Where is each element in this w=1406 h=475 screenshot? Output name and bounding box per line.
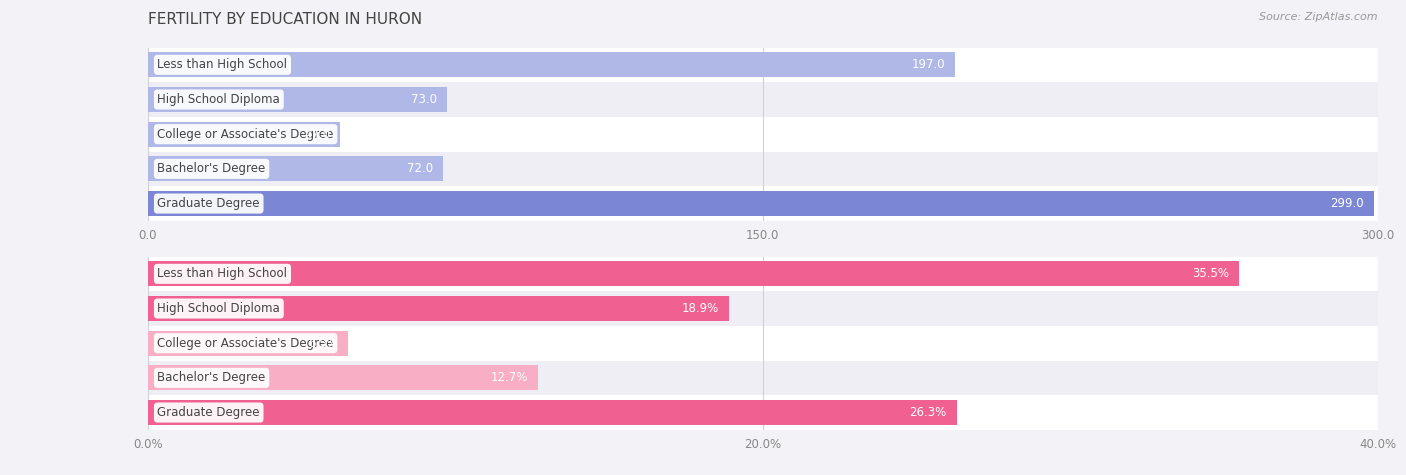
Bar — [148, 291, 1378, 326]
Bar — [148, 256, 1378, 291]
Text: 12.7%: 12.7% — [491, 371, 529, 384]
Bar — [148, 82, 1378, 117]
Bar — [148, 156, 443, 181]
Text: 26.3%: 26.3% — [910, 406, 946, 419]
Text: 72.0: 72.0 — [406, 162, 433, 175]
Text: 47.0: 47.0 — [305, 128, 330, 141]
Text: Bachelor's Degree: Bachelor's Degree — [157, 162, 266, 175]
Bar — [148, 52, 956, 77]
Bar — [148, 261, 1240, 286]
Text: 299.0: 299.0 — [1330, 197, 1364, 210]
Bar — [148, 186, 1378, 221]
Bar — [148, 296, 728, 321]
Bar — [148, 122, 340, 147]
Bar — [148, 191, 1374, 216]
Text: Source: ZipAtlas.com: Source: ZipAtlas.com — [1260, 12, 1378, 22]
Text: Less than High School: Less than High School — [157, 267, 287, 280]
Text: Bachelor's Degree: Bachelor's Degree — [157, 371, 266, 384]
Bar — [148, 117, 1378, 152]
Text: Graduate Degree: Graduate Degree — [157, 406, 260, 419]
Bar — [148, 400, 956, 425]
Text: Less than High School: Less than High School — [157, 58, 287, 71]
Bar — [148, 331, 347, 356]
Bar — [148, 326, 1378, 361]
Text: 73.0: 73.0 — [411, 93, 437, 106]
Text: 6.5%: 6.5% — [308, 337, 337, 350]
Text: High School Diploma: High School Diploma — [157, 93, 280, 106]
Text: 35.5%: 35.5% — [1192, 267, 1230, 280]
Bar — [148, 361, 1378, 395]
Text: College or Associate's Degree: College or Associate's Degree — [157, 128, 333, 141]
Bar — [148, 48, 1378, 82]
Bar — [148, 87, 447, 112]
Text: Graduate Degree: Graduate Degree — [157, 197, 260, 210]
Bar — [148, 152, 1378, 186]
Bar — [148, 395, 1378, 430]
Text: 18.9%: 18.9% — [682, 302, 718, 315]
Text: FERTILITY BY EDUCATION IN HURON: FERTILITY BY EDUCATION IN HURON — [148, 12, 422, 27]
Text: High School Diploma: High School Diploma — [157, 302, 280, 315]
Bar — [148, 365, 538, 390]
Text: College or Associate's Degree: College or Associate's Degree — [157, 337, 333, 350]
Text: 197.0: 197.0 — [912, 58, 946, 71]
